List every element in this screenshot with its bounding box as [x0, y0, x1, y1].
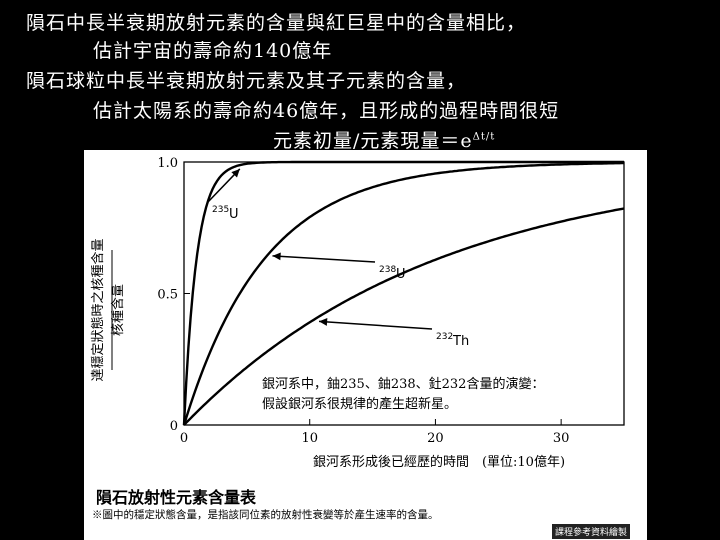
formula: 元素初量/元素現量＝eΔt/t [273, 126, 495, 153]
annotation-line-1: 銀河系中，鈾235、鈾238、釷232含量的演變： [262, 376, 544, 392]
x-axis-label: 銀河系形成後已經歷的時間 (單位:10億年) [313, 454, 565, 470]
curve-238U [182, 161, 624, 426]
caption-note: ※圖中的穩定狀態含量，是指該同位素的放射性衰變等於產生速率的含量。 [92, 509, 439, 521]
line-4: 估計太陽系的壽命約46億年，且形成的過程時間很短 [93, 100, 560, 122]
arrow-238U [272, 255, 376, 263]
series-mass-232Th: 232 [436, 332, 453, 342]
credit: 課程參考資料繪製 [552, 524, 631, 539]
x-tick-label: 0 [180, 431, 188, 446]
line-2: 估計宇宙的壽命約140億年 [93, 40, 333, 62]
arrow-232Th [318, 320, 433, 330]
y-tick-label: 1.0 [157, 156, 178, 171]
y-axis-label-2: 達穩定狀態時之核種含量 [90, 238, 106, 381]
caption-title: 隕石放射性元素含量表 [96, 488, 257, 507]
x-tick-label: 30 [553, 431, 570, 446]
x-tick-label: 10 [301, 431, 318, 446]
line-3: 隕石球粒中長半衰期放射元素及其子元素的含量， [26, 70, 467, 92]
x-tick-label: 20 [427, 431, 444, 446]
y-tick-label: 0.5 [157, 288, 178, 303]
curve-232Th [183, 207, 625, 426]
series-mass-238U: 238 [379, 265, 396, 275]
arrowhead-235U [231, 168, 240, 178]
formula-exponent: Δt/t [472, 131, 496, 143]
series-symbol-238U: U [396, 267, 406, 282]
curve-235U [182, 160, 624, 426]
arrowhead-232Th [319, 318, 328, 326]
annotation-line-2: 假設銀河系很規律的產生超新星。 [262, 396, 457, 412]
line-1: 隕石中長半衰期放射元素的含量與紅巨星中的含量相比， [26, 12, 527, 34]
series-symbol-232Th: Th [452, 334, 469, 349]
arrowhead-238U [272, 252, 281, 261]
y-axis-label-1: 核種含量 [110, 284, 126, 336]
series-mass-235U: 235 [212, 205, 229, 215]
formula-text: 元素初量/元素現量＝e [273, 130, 473, 152]
series-symbol-235U: U [229, 207, 239, 222]
y-tick-label: 0 [170, 419, 178, 434]
figure: 0 0.5 1.0 0 10 20 30 235 U 238 U 232 Th 核種含量 達穩定狀態時… [84, 150, 647, 540]
